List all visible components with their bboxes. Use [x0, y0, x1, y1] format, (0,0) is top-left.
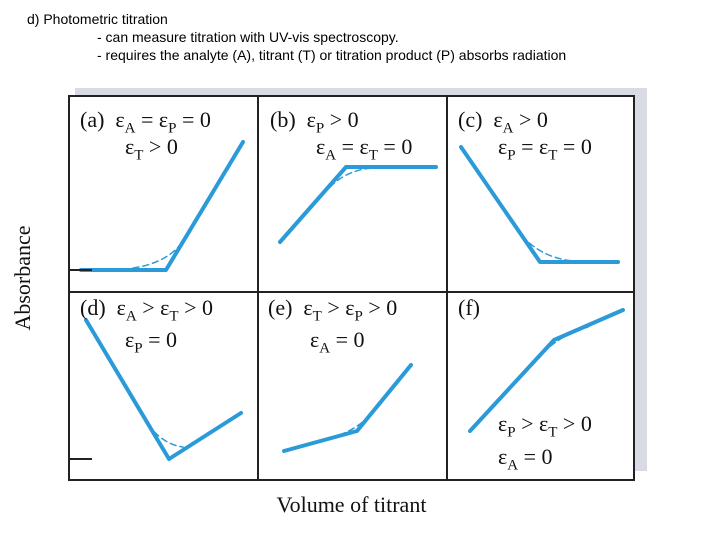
baseline-tick-top: [70, 269, 92, 271]
slide-header: d) Photometric titration - can measure t…: [27, 10, 566, 64]
titration-figure: [68, 95, 635, 481]
panel-e-condition-2: εA = 0: [310, 327, 365, 357]
panel-d-condition-2: εP = 0: [125, 327, 178, 357]
panel-e-letter: (e): [268, 295, 293, 320]
panel-c-letter: (c): [458, 107, 483, 132]
curve-c: [459, 145, 620, 264]
curve-a: [79, 140, 245, 272]
panel-d-condition-1: εA > εT > 0: [116, 295, 213, 325]
panel-a-letter: (a): [80, 107, 105, 132]
panel-c-condition-1: εA > 0: [493, 107, 548, 137]
bullet-line-2: - requires the analyte (A), titrant (T) …: [97, 47, 567, 63]
bullet-line-1: - can measure titration with UV-vis spec…: [97, 29, 399, 45]
panel-divider-v1: [257, 97, 259, 479]
curve-e-dashed: [329, 407, 377, 439]
y-axis-label: Absorbance: [10, 225, 35, 331]
x-axis-label: Volume of titrant: [276, 492, 427, 517]
panel-e-condition-1: εT > εP > 0: [303, 295, 398, 325]
titration-curves: [79, 140, 625, 461]
panel-b-condition-1: εP > 0: [306, 107, 359, 137]
curve-c-dashed: [515, 227, 574, 262]
panel-divider-h: [70, 291, 633, 293]
panel-f-letter: (f): [458, 295, 480, 320]
panel-b-condition-2: εA = εT = 0: [316, 134, 413, 164]
panel-divider-v2: [446, 97, 448, 479]
curve-b-dashed: [329, 167, 381, 188]
panel-f-condition-2: εA = 0: [498, 444, 553, 474]
curve-a-dashed: [132, 239, 185, 269]
curve-f: [468, 308, 625, 433]
panel-f-condition-1: εP > εT > 0: [498, 411, 592, 441]
panel-c-condition-2: εP = εT = 0: [498, 134, 592, 164]
curve-e: [282, 363, 413, 453]
curve-d: [84, 318, 243, 461]
panel-e-label: (e) εT > εP > 0: [268, 296, 397, 328]
panel-a-label: (a) εA = εP = 0: [80, 108, 211, 140]
slide-title: d) Photometric titration: [27, 11, 168, 27]
panel-a-condition-1: εA = εP = 0: [115, 107, 211, 137]
panel-c-label: (c) εA > 0: [458, 108, 548, 140]
panel-d-letter: (d): [80, 295, 106, 320]
panel-d-label: (d) εA > εT > 0: [80, 296, 213, 328]
panel-b-label: (b) εP > 0: [270, 108, 359, 140]
baseline-tick-bottom: [70, 458, 92, 460]
curve-f-dashed: [535, 326, 589, 361]
curve-b: [278, 165, 438, 244]
curve-d-dashed: [147, 423, 184, 448]
panel-b-letter: (b): [270, 107, 296, 132]
panel-a-condition-2: εT > 0: [125, 134, 178, 164]
